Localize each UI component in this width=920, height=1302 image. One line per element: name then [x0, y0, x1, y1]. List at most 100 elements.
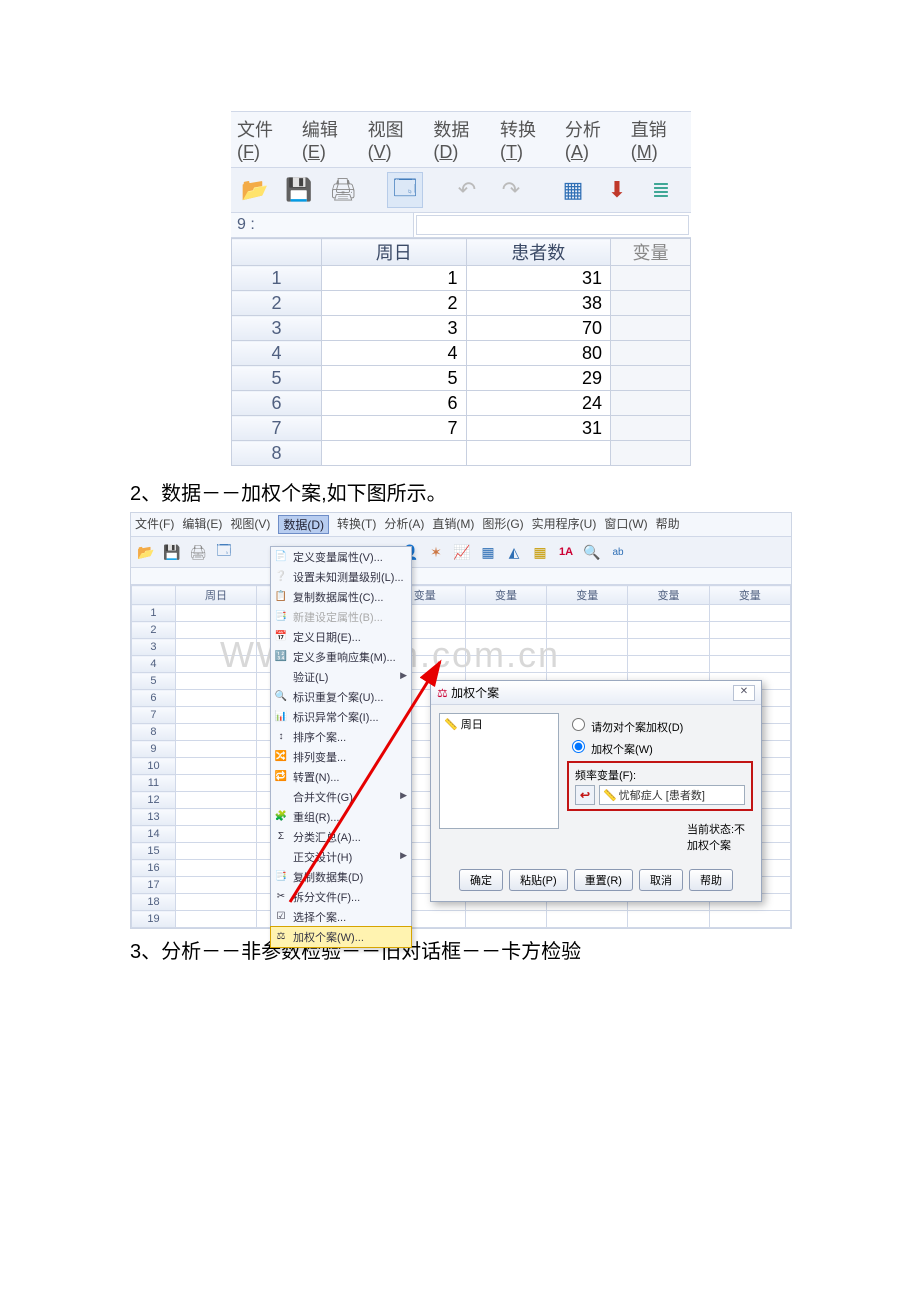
cell[interactable]: 7	[322, 416, 467, 441]
cell[interactable]	[175, 690, 256, 707]
cell[interactable]: 70	[466, 316, 611, 341]
row-header[interactable]: 2	[232, 291, 322, 316]
row-header[interactable]: 2	[132, 622, 176, 639]
row-header[interactable]: 14	[132, 826, 176, 843]
open-icon[interactable]: 📂	[135, 541, 157, 563]
print-icon[interactable]: 🖨	[187, 541, 209, 563]
move-button[interactable]: ↩	[575, 785, 595, 805]
radio-weight[interactable]: 加权个案(W)	[567, 737, 753, 757]
radio-no-weight[interactable]: 请勿对个案加权(D)	[567, 715, 753, 735]
menu-item[interactable]: 🔢定义多重响应集(M)...	[271, 647, 411, 667]
menu-item[interactable]: ✂拆分文件(F)...	[271, 887, 411, 907]
dialog-button[interactable]: 重置(R)	[574, 869, 633, 891]
close-icon[interactable]: ✕	[733, 685, 755, 701]
menu-item[interactable]: ↕排序个案...	[271, 727, 411, 747]
row-header[interactable]: 16	[132, 860, 176, 877]
cell[interactable]	[611, 441, 691, 466]
cell[interactable]: 31	[466, 416, 611, 441]
menu-item[interactable]: 📅定义日期(E)...	[271, 627, 411, 647]
cell[interactable]	[175, 707, 256, 724]
cell[interactable]	[611, 416, 691, 441]
menu-item[interactable]: 实用程序(U)	[532, 515, 597, 534]
cell[interactable]	[175, 911, 256, 928]
row-header[interactable]: 3	[132, 639, 176, 656]
col-header[interactable]: 患者数	[466, 239, 611, 266]
cell[interactable]	[611, 316, 691, 341]
cell[interactable]	[611, 266, 691, 291]
menu-item[interactable]: 数据(D)	[433, 116, 486, 163]
cell[interactable]	[175, 843, 256, 860]
menu-item[interactable]: 帮助	[656, 515, 680, 534]
row-header[interactable]: 1	[132, 605, 176, 622]
cell[interactable]: 4	[322, 341, 467, 366]
menu-item[interactable]: 视图(V)	[368, 116, 420, 163]
cell[interactable]	[547, 639, 628, 656]
cell[interactable]	[175, 673, 256, 690]
grid-icon[interactable]: ▦	[477, 541, 499, 563]
col-header[interactable]: 变量	[628, 586, 709, 605]
chart-icon[interactable]: 📈	[451, 541, 473, 563]
cell[interactable]	[466, 441, 611, 466]
freq-target-field[interactable]: 📏忧郁症人 [患者数]	[599, 785, 745, 805]
cell[interactable]	[547, 622, 628, 639]
cell[interactable]	[175, 741, 256, 758]
cell[interactable]	[709, 911, 790, 928]
row-header[interactable]: 5	[232, 366, 322, 391]
cell[interactable]	[175, 639, 256, 656]
row-header[interactable]: 6	[232, 391, 322, 416]
redo-icon[interactable]: ↷	[493, 172, 529, 208]
data-dropdown-menu[interactable]: 📄定义变量属性(V)...❔设置未知测量级别(L)...📋复制数据属性(C)..…	[270, 546, 412, 948]
col-header-var[interactable]: 变量	[611, 239, 691, 266]
row-header[interactable]: 5	[132, 673, 176, 690]
row-header[interactable]: 8	[232, 441, 322, 466]
onea-icon[interactable]: 1A	[555, 541, 577, 563]
cell[interactable]	[611, 291, 691, 316]
cell[interactable]	[465, 605, 546, 622]
menu-item[interactable]: 分析(A)	[565, 116, 617, 163]
menu-item[interactable]: 转换(T)	[337, 515, 376, 534]
col-header[interactable]: 变量	[465, 586, 546, 605]
menu-item[interactable]: 转换(T)	[500, 116, 551, 163]
cell[interactable]	[628, 605, 709, 622]
variable-listbox[interactable]: 📏 周日	[439, 713, 559, 829]
row-header[interactable]: 4	[232, 341, 322, 366]
cell[interactable]	[709, 656, 790, 673]
cell[interactable]	[611, 341, 691, 366]
row-header[interactable]: 10	[132, 758, 176, 775]
menu-item[interactable]: 文件(F)	[237, 116, 288, 163]
menu-item[interactable]: 直销(M)	[432, 515, 474, 534]
cell[interactable]	[709, 639, 790, 656]
print-icon[interactable]: 🖨	[325, 172, 361, 208]
cell[interactable]	[465, 656, 546, 673]
cell[interactable]: 24	[466, 391, 611, 416]
menu-item[interactable]: ❔设置未知测量级别(L)...	[271, 567, 411, 587]
dialog-button[interactable]: 确定	[459, 869, 503, 891]
menu-item[interactable]: 🧩重组(R)...	[271, 807, 411, 827]
col-header[interactable]: 变量	[709, 586, 790, 605]
ab-icon[interactable]: ab	[607, 541, 629, 563]
col-header[interactable]: 变量	[547, 586, 628, 605]
cell[interactable]	[322, 441, 467, 466]
cell[interactable]	[465, 622, 546, 639]
cell[interactable]	[628, 622, 709, 639]
cell[interactable]: 6	[322, 391, 467, 416]
row-header[interactable]: 15	[132, 843, 176, 860]
menu-item[interactable]: 图形(G)	[482, 515, 523, 534]
dialog-button[interactable]: 帮助	[689, 869, 733, 891]
cell[interactable]	[175, 775, 256, 792]
cell[interactable]	[175, 809, 256, 826]
cell[interactable]	[547, 656, 628, 673]
row-header[interactable]: 11	[132, 775, 176, 792]
row-header[interactable]: 1	[232, 266, 322, 291]
cell[interactable]	[175, 877, 256, 894]
dialog-button[interactable]: 粘贴(P)	[509, 869, 568, 891]
col-header[interactable]: 周日	[322, 239, 467, 266]
menu-item[interactable]: 🔍标识重复个案(U)...	[271, 687, 411, 707]
row-header[interactable]: 12	[132, 792, 176, 809]
menu-item[interactable]: 编辑(E)	[302, 116, 354, 163]
menu-item[interactable]: 🔁转置(N)...	[271, 767, 411, 787]
row-header[interactable]: 7	[232, 416, 322, 441]
cell[interactable]	[628, 656, 709, 673]
cell[interactable]	[547, 605, 628, 622]
cell[interactable]	[547, 911, 628, 928]
